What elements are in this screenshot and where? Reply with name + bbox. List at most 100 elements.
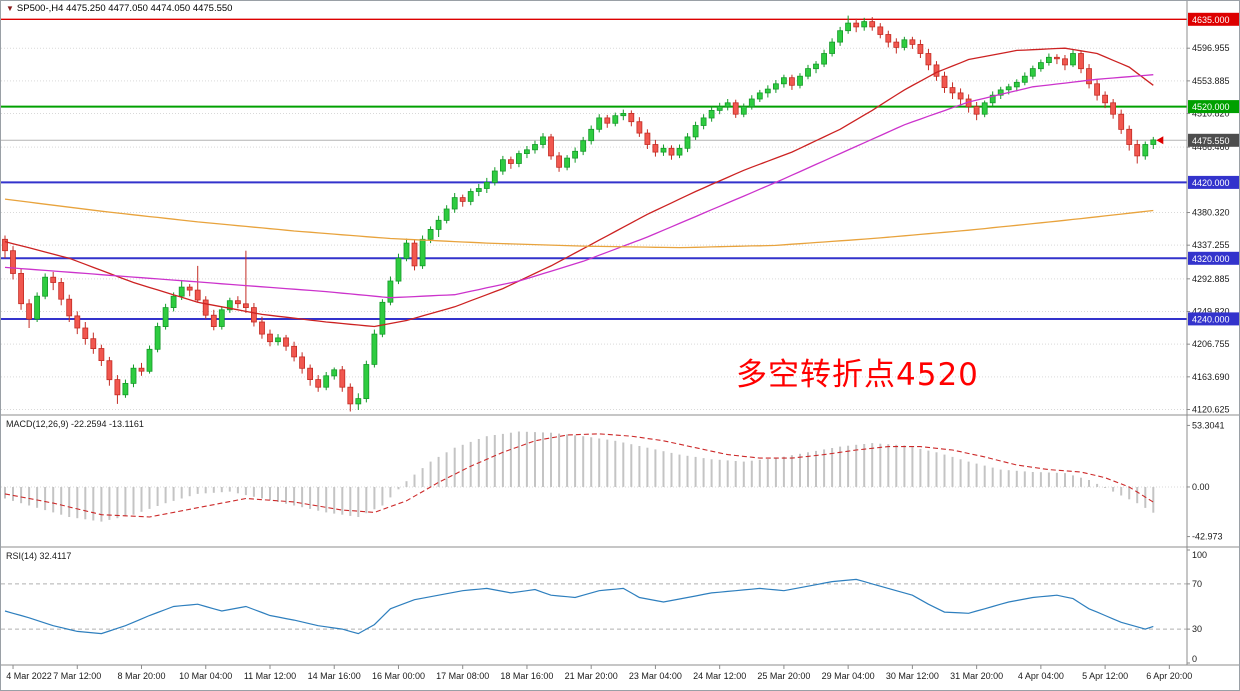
macd-bar [1120,487,1123,496]
macd-bar [1007,470,1010,487]
candle [845,22,851,32]
macd-bar [1104,487,1107,488]
macd-bar [1112,487,1115,492]
candle [1150,139,1157,145]
macd-bar [831,448,834,487]
price-badge: 4240.000 [1188,312,1239,326]
candle [644,132,651,145]
macd-bar [405,481,408,487]
candle [82,327,89,340]
candle [50,276,57,283]
rsi-axis-label: 30 [1192,624,1202,634]
candle [267,333,273,343]
price-badge-label: 4240.000 [1192,314,1230,324]
candle [363,364,370,399]
macd-bar [317,487,320,511]
macd-bar [12,487,14,501]
macd-bar [726,460,729,487]
macd-bar [646,447,649,487]
candle [379,301,386,335]
macd-bar [373,487,376,510]
time-axis-label: 24 Mar 12:00 [693,671,746,681]
candle [323,375,330,388]
macd-bar [895,444,898,487]
macd-bar [493,435,496,487]
candles[interactable] [2,15,1157,412]
macd-bar [116,487,119,519]
candle [580,140,587,152]
time-axis-label: 17 Mar 08:00 [436,671,489,681]
candle [901,39,908,48]
macd-bar [485,436,488,487]
candle [130,367,137,384]
macd-bar [1136,487,1139,504]
macd-bar [236,487,239,494]
macd-bar [943,454,946,487]
time-axis-label: 31 Mar 20:00 [950,671,1003,681]
macd-bar [975,463,978,487]
candle [700,117,707,126]
candle [572,150,578,159]
macd-bar [766,459,769,487]
macd-bar [164,487,167,504]
rsi-axis-label: 100 [1192,550,1207,560]
macd-bar [879,443,882,487]
candle [853,22,860,28]
candle [588,128,595,142]
candle [789,77,795,86]
macd-bar [991,467,994,487]
macd-bar [614,440,617,487]
macd-bar [188,487,191,497]
candle [154,326,161,350]
macd-bar [863,444,866,487]
candle [307,367,314,381]
candle [1134,144,1141,157]
candle [387,280,394,303]
candle [10,250,16,274]
candle [275,337,281,343]
candle [299,356,306,369]
macd-bar [1015,470,1018,487]
candle [226,300,233,311]
price-badge-label: 4475.550 [1192,136,1230,146]
macd-bar [606,439,609,487]
candle [636,121,643,134]
candle [259,321,265,335]
price-badge: 4320.000 [1188,251,1239,265]
macd-bar [686,455,689,487]
macd-axis-labels: 53.3041 0.00 -42.973 [1187,420,1225,542]
candle [1021,75,1028,83]
macd-bar [389,487,392,498]
candle [532,144,538,151]
macd-bar [654,449,657,487]
time-axis-labels: 4 Mar 2022 7 Mar 12:00 8 Mar 20:00 10 Mar 0… [6,665,1192,681]
candle [981,102,988,115]
macd-bar [1023,471,1026,487]
macd-bar [807,452,809,487]
candle [339,369,346,388]
candle [813,63,819,70]
candle [42,276,48,297]
candle [1078,53,1084,70]
macd-bar [52,487,55,513]
price-badge: 4475.550 [1188,133,1239,147]
macd-bar [437,456,440,487]
macd-bar [349,487,352,516]
macd-bar [590,437,593,487]
time-axis-label: 6 Apr 20:00 [1146,671,1192,681]
macd-bar [1152,487,1155,513]
macd-bar [156,487,159,506]
candle [732,102,739,115]
candle [186,286,193,291]
rsi-axis-label: 70 [1192,579,1202,589]
macd-bar [742,461,745,487]
annotation-text[interactable]: 多空转折点4520 [736,357,979,393]
macd-bar [357,487,360,517]
macd-bar [132,487,135,515]
macd-bar [871,443,874,487]
candle [596,117,603,130]
macd-bar [140,487,143,512]
candle [122,382,129,396]
candle [178,286,185,297]
